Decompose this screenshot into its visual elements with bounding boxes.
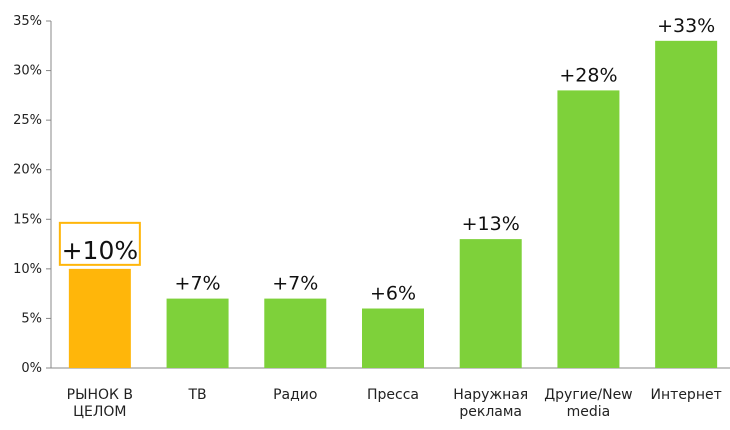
x-tick-label: Другие/New: [544, 387, 632, 403]
y-tick-label: 0%: [21, 361, 42, 376]
data-label: +13%: [462, 213, 520, 235]
data-label: +6%: [370, 283, 416, 305]
x-tick-label: РЫНОК В: [67, 387, 133, 403]
x-tick-label: media: [567, 404, 611, 420]
x-tick-label: ЦЕЛОМ: [73, 404, 126, 420]
y-tick-label: 25%: [13, 113, 42, 128]
bar: [459, 239, 522, 368]
y-tick-label: 5%: [21, 311, 42, 326]
chart-axes: 0% 5% 10% 15% 20% 25% 30% 35%: [13, 14, 730, 376]
bar: [264, 298, 327, 368]
data-label: +28%: [559, 64, 617, 86]
bar: [557, 90, 620, 369]
bar: [362, 308, 424, 368]
x-tick-label: Радио: [273, 387, 317, 403]
highlight-box: [58, 221, 141, 266]
bar: [166, 298, 229, 368]
data-label: +33%: [657, 15, 715, 37]
x-tick-label: реклама: [459, 404, 522, 420]
y-tick-label: 30%: [13, 64, 42, 79]
x-tick-label: Пресса: [367, 387, 419, 403]
x-tick-label: Наружная: [453, 387, 528, 403]
data-label: +10%: [62, 236, 139, 265]
bar: [68, 268, 131, 368]
y-tick-label: 35%: [13, 14, 42, 29]
y-tick-label: 20%: [13, 163, 42, 178]
chart-bars: [68, 40, 718, 369]
y-tick-label: 10%: [13, 262, 42, 277]
x-tick-label: ТВ: [187, 387, 206, 403]
x-tick-label: Интернет: [651, 387, 722, 403]
y-tick-label: 15%: [13, 212, 42, 227]
bar: [655, 40, 718, 368]
data-label: +7%: [272, 273, 318, 295]
data-label: +7%: [175, 273, 221, 295]
